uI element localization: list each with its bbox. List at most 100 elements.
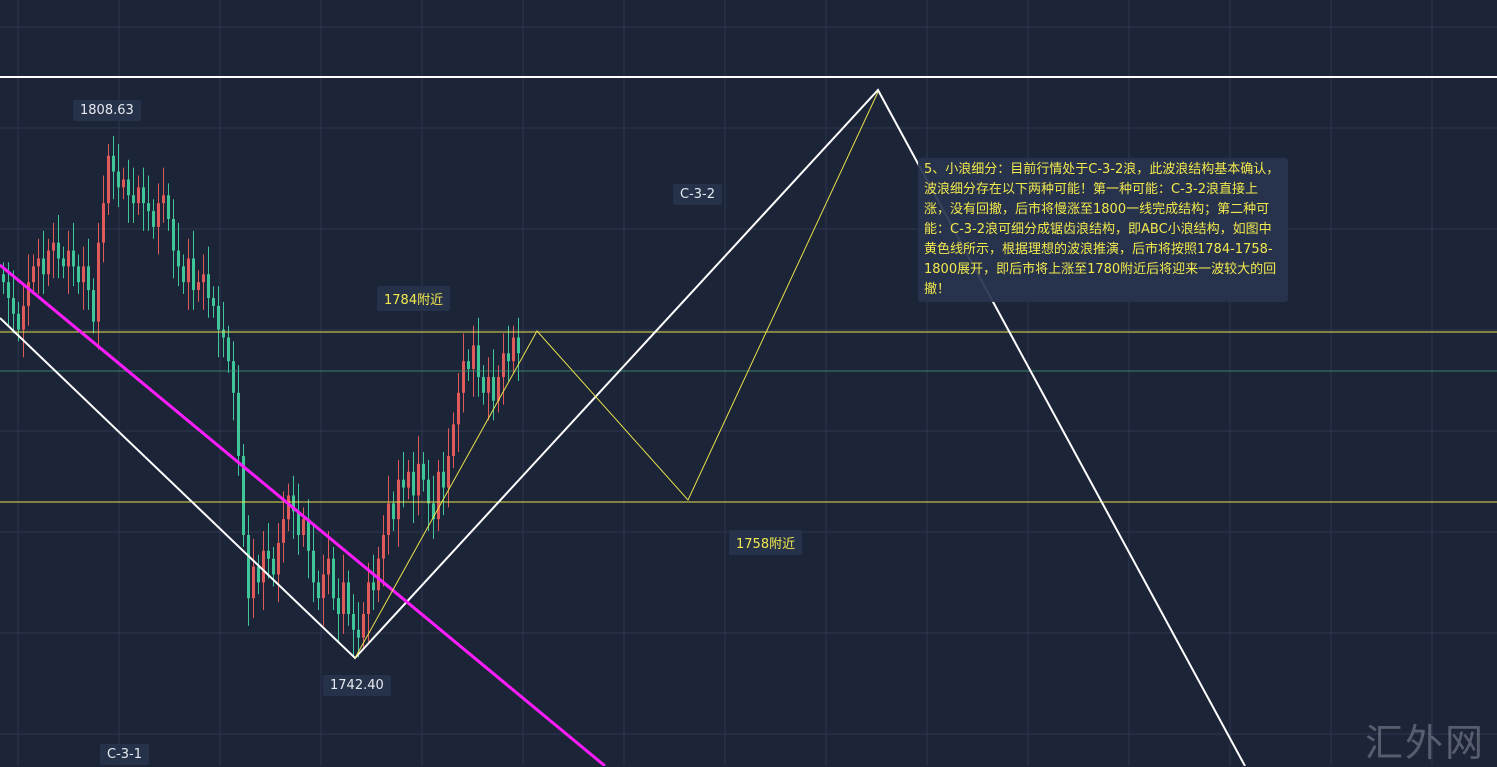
candle-body xyxy=(22,305,25,330)
candle-body xyxy=(7,282,10,298)
candle-body xyxy=(12,297,15,314)
candle-body xyxy=(32,266,35,283)
candle-body xyxy=(402,479,405,488)
candle-body xyxy=(507,353,510,362)
candle-body xyxy=(437,471,440,520)
candle-body xyxy=(57,242,60,259)
candle-body xyxy=(397,479,400,520)
candle-body xyxy=(107,155,110,204)
candle-body xyxy=(287,495,290,520)
candle-body xyxy=(242,455,245,535)
candle-body xyxy=(172,218,175,251)
candle-body xyxy=(357,629,360,638)
candle-body xyxy=(517,337,520,354)
candle-body xyxy=(337,598,340,614)
candle-body xyxy=(372,582,375,591)
candle-body xyxy=(212,297,215,306)
candle-body xyxy=(477,345,480,377)
candle-body xyxy=(487,376,490,393)
candle-body xyxy=(302,519,305,535)
candle-body xyxy=(62,258,65,267)
candle-body xyxy=(367,582,370,614)
downtrend-line-magenta xyxy=(0,263,606,766)
candle-body xyxy=(327,558,330,575)
candle-body xyxy=(307,519,310,551)
candle-body xyxy=(257,566,260,583)
candle-body xyxy=(162,195,165,204)
candle-body xyxy=(87,266,90,291)
candle-body xyxy=(442,471,445,488)
candle-body xyxy=(422,463,425,480)
candle-body xyxy=(362,613,365,638)
candle-body xyxy=(387,503,390,535)
channel-wave-line xyxy=(0,88,1246,766)
candle-body xyxy=(467,361,470,370)
candle-body xyxy=(132,195,135,204)
candle-body xyxy=(232,361,235,393)
candle-body xyxy=(202,274,205,283)
candle-body xyxy=(102,203,105,243)
candle-body xyxy=(342,582,345,614)
candle-body xyxy=(127,179,130,196)
candle-body xyxy=(147,203,150,212)
watermark-logo: 汇外网 xyxy=(1365,721,1486,765)
candle-body xyxy=(227,337,230,362)
candle-body xyxy=(417,463,420,496)
candle-body xyxy=(267,550,270,559)
candle-body xyxy=(97,242,100,322)
candle-body xyxy=(322,574,325,599)
candle-body xyxy=(222,329,225,338)
candle-body xyxy=(167,195,170,219)
candle-body xyxy=(347,582,350,614)
candle-body xyxy=(137,187,140,204)
candle-body xyxy=(42,258,45,275)
candle-body xyxy=(432,503,435,520)
candle-body xyxy=(412,471,415,496)
candle-body xyxy=(292,495,295,512)
wave-label-c32: C-3-2 xyxy=(673,184,723,205)
candle-body xyxy=(187,258,190,283)
candle-body xyxy=(142,187,145,204)
candle-body xyxy=(377,558,380,591)
candle-body xyxy=(82,266,85,283)
candle-body xyxy=(407,471,410,488)
abc-projection-line xyxy=(354,91,879,659)
candle-body xyxy=(207,274,210,298)
candle-body xyxy=(272,558,275,575)
candle-body xyxy=(492,376,495,401)
candle-body xyxy=(392,503,395,520)
candle-body xyxy=(247,534,250,599)
candle-body xyxy=(427,479,430,504)
candle-body xyxy=(217,305,220,330)
candle-body xyxy=(72,250,75,267)
candle-body xyxy=(37,258,40,267)
candle-body xyxy=(152,211,155,227)
candle-body xyxy=(117,171,120,188)
candle-body xyxy=(282,519,285,543)
wave-label-c31: C-3-1 xyxy=(100,744,150,765)
candle-body xyxy=(472,345,475,370)
candle-body xyxy=(192,258,195,291)
candle-body xyxy=(67,250,70,267)
level-label-1758: 1758附近 xyxy=(729,530,803,555)
candle-body xyxy=(382,534,385,559)
candle-body xyxy=(457,392,460,425)
candle-body xyxy=(52,242,55,251)
analysis-note: 5、小浪细分：目前行情处于C-3-2浪，此波浪结构基本确认，波浪细分存在以下两种… xyxy=(918,158,1288,302)
candle-body xyxy=(332,558,335,599)
candle-body xyxy=(512,337,515,362)
candle-body xyxy=(182,266,185,283)
candle-body xyxy=(452,424,455,456)
candle-body xyxy=(2,274,5,283)
candle-body xyxy=(312,550,315,583)
high-price-label: 1808.63 xyxy=(73,100,141,121)
candle-body xyxy=(462,361,465,393)
candle-body xyxy=(297,511,300,535)
candle-body xyxy=(277,542,280,575)
low-price-label: 1742.40 xyxy=(323,675,391,696)
candle-body xyxy=(497,376,500,401)
candle-body xyxy=(237,392,240,456)
candle-body xyxy=(197,282,200,291)
candles xyxy=(2,136,520,658)
